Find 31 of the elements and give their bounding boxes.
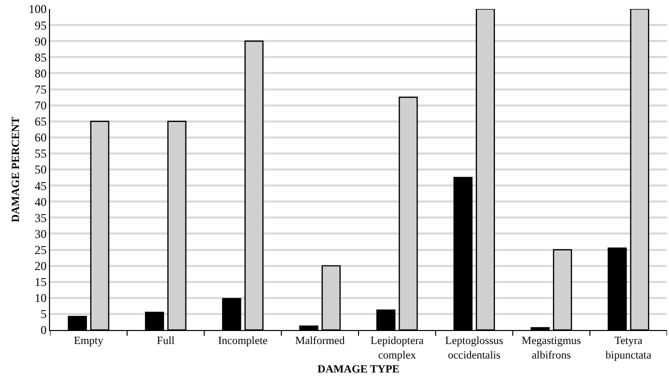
y-tick-label: 60 bbox=[34, 130, 47, 145]
x-tick-label: Incomplete bbox=[218, 335, 268, 348]
x-tick-label: Megastigmus albifrons bbox=[522, 335, 581, 362]
y-tick-label: 15 bbox=[34, 275, 47, 290]
y-tick-label: 70 bbox=[34, 98, 47, 112]
y-tick-label: 35 bbox=[34, 210, 47, 225]
x-tick-label: Full bbox=[156, 335, 175, 348]
y-tick-label: 55 bbox=[34, 146, 47, 161]
x-axis-title: DAMAGE TYPE bbox=[318, 364, 400, 376]
y-tick-label: 65 bbox=[34, 114, 47, 129]
y-tick-label: 95 bbox=[34, 18, 47, 32]
x-tick-label: Tetyra bipunctata bbox=[606, 335, 652, 362]
y-tick-label: 40 bbox=[34, 194, 47, 209]
y-axis-title: DAMAGE PERCENT bbox=[10, 116, 22, 222]
y-tick-label: 50 bbox=[34, 162, 47, 177]
x-tick-label: Empty bbox=[74, 335, 104, 348]
y-tick-label: 30 bbox=[34, 226, 47, 241]
y-tick-label: 80 bbox=[34, 66, 47, 80]
y-tick-label: 100 bbox=[28, 2, 47, 16]
y-tick-label: 90 bbox=[34, 34, 47, 48]
y-tick-label: 20 bbox=[34, 259, 47, 273]
y-tick-label: 85 bbox=[34, 50, 47, 64]
y-tick-label: 75 bbox=[34, 82, 47, 96]
y-tick-label: 0 bbox=[40, 323, 47, 338]
y-tick-label: 25 bbox=[34, 242, 47, 257]
y-tick-label: 10 bbox=[34, 291, 47, 306]
x-tick-label: Leptoglossus occidentalis bbox=[445, 335, 504, 362]
y-tick-label: 5 bbox=[40, 307, 47, 322]
x-tick-label: Malformed bbox=[295, 335, 346, 348]
x-tick-label: Lepidoptera complex bbox=[370, 335, 424, 362]
y-tick-label: 45 bbox=[34, 178, 47, 193]
